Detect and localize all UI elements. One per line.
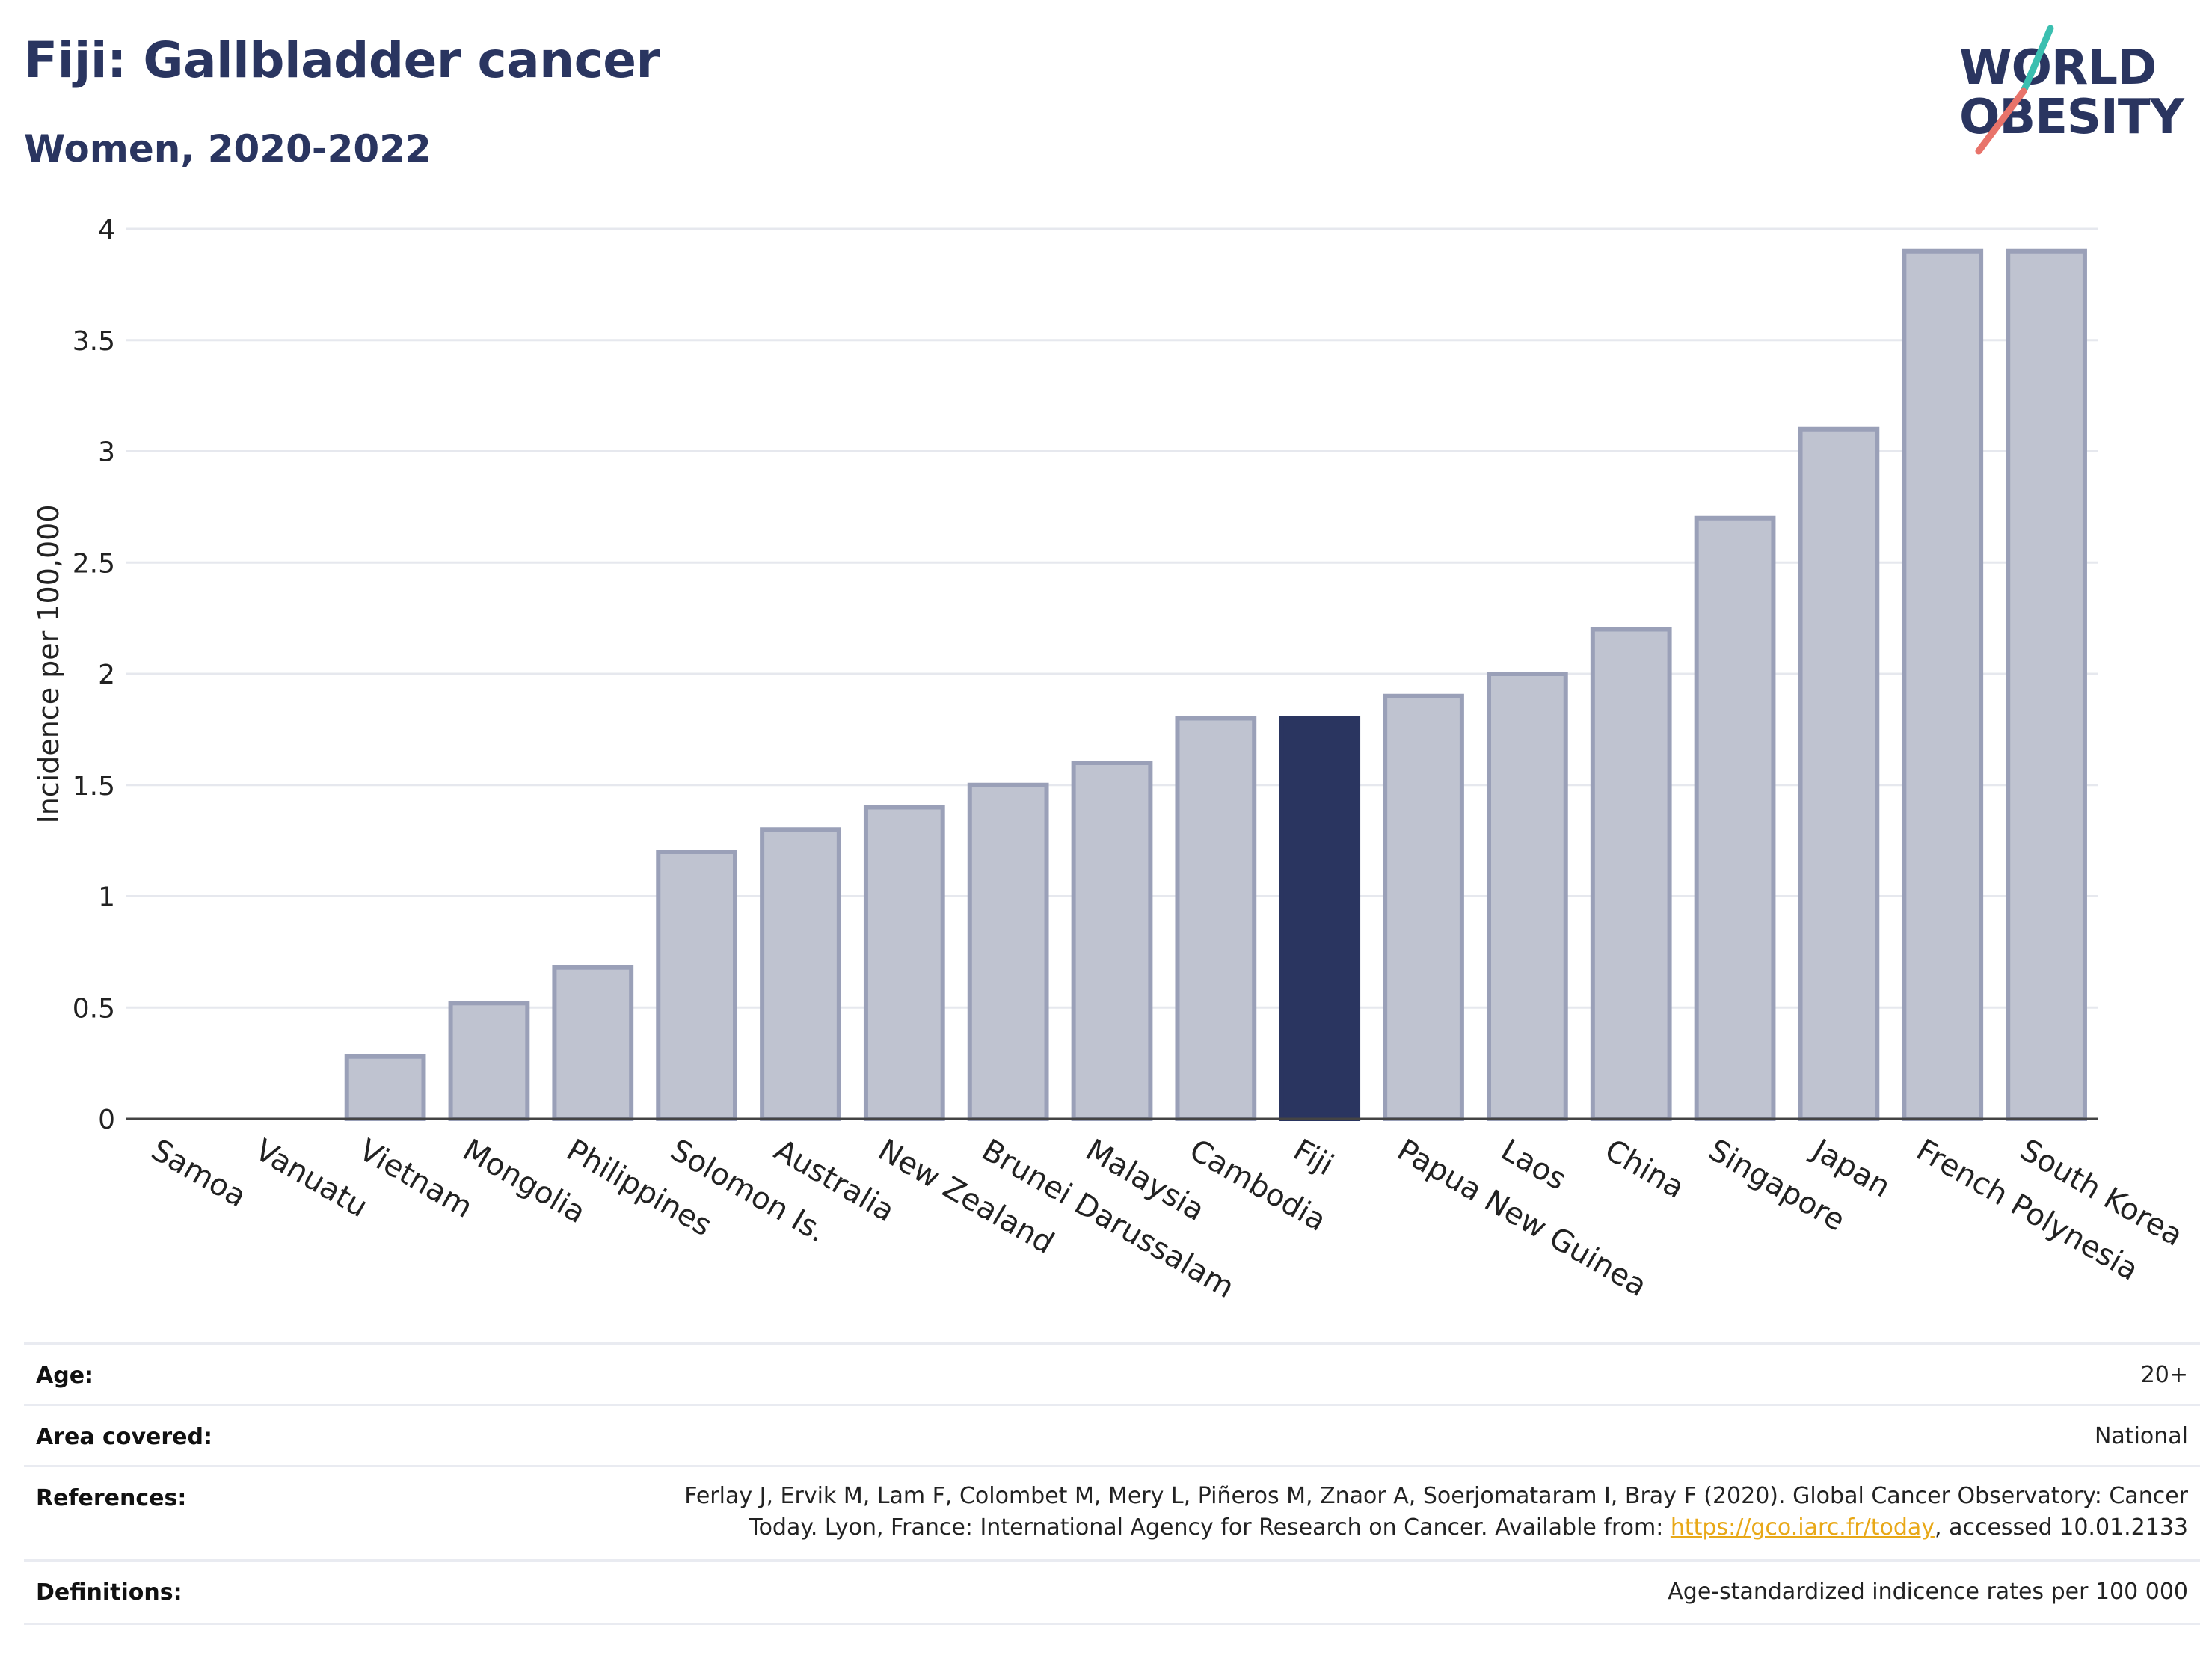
bar-fiji [1279,716,1361,1121]
x-tick-label: China [1599,1133,1690,1206]
x-tick-label: Samoa [145,1133,251,1215]
footer-row-definitions: Definitions: Age-standardized indicence … [24,1559,2200,1625]
y-tick-label: 0 [98,1105,115,1135]
bar-vietnam [344,1054,426,1121]
x-tick-label: New Zealand [872,1133,1060,1261]
x-tick-label: Fiji [1288,1133,1339,1183]
y-tick-label: 1 [98,882,115,913]
y-tick-label: 3 [98,437,115,468]
bar-brunei-darussalam [967,782,1049,1121]
bar-china [1590,627,1672,1121]
bars [344,248,2087,1122]
y-tick-label: 2.5 [73,548,115,579]
area-covered-label: Area covered: [36,1424,212,1450]
logo-text-world: WORLD [1959,40,2156,96]
footer-row-references: References: Ferlay J, Ervik M, Lam F, Co… [24,1465,2200,1562]
bar-cambodia [1175,716,1257,1121]
bar-japan [1798,426,1880,1121]
world-obesity-logo: WORLD OBESITY [1959,25,2185,155]
logo-text-obesity: OBESITY [1959,90,2184,145]
bar-laos [1486,672,1568,1121]
x-tick-label: Vanuatu [249,1133,373,1224]
x-tick-label: Vietnam [353,1133,478,1225]
y-axis-label: Incidence per 100,000 [32,504,65,823]
bar-papua-new-guinea [1383,693,1464,1121]
bar-french-polynesia [1902,248,1984,1121]
chart-title: Fiji: Gallbladder cancer [24,31,660,89]
bar-solomon-is [656,850,738,1121]
y-tick-label: 0.5 [73,993,115,1024]
bar-new-zealand [863,805,945,1121]
area-covered-value: National [2094,1423,2188,1449]
references-link[interactable]: https://gco.iarc.fr/today [1670,1514,1935,1541]
definitions-value: Age-standardized indicence rates per 100… [1668,1579,2188,1605]
bar-singapore [1694,515,1776,1121]
age-value: 20+ [2140,1362,2188,1388]
references-value: Ferlay J, Ervik M, Lam F, Colombet M, Me… [684,1481,2188,1544]
references-line-1: Ferlay J, Ervik M, Lam F, Colombet M, Me… [684,1483,2188,1509]
chart-subtitle: Women, 2020-2022 [24,127,431,171]
references-label: References: [36,1485,187,1511]
info-table: Age: 20+ Area covered: National Referenc… [24,1342,2200,1642]
logo-slash-bottom [1975,87,2027,155]
bar-australia [760,827,841,1121]
footer-row-age: Age: 20+ [24,1342,2200,1406]
footer-row-area: Area covered: National [24,1404,2200,1467]
bar-chart: 00.511.522.533.54 Incidence per 100,000 … [32,215,2188,1305]
references-line-2: Today. Lyon, France: International Agenc… [684,1512,2188,1544]
definitions-label: Definitions: [36,1579,182,1606]
bar-south-korea [2006,248,2087,1121]
y-tick-label: 4 [98,215,115,245]
references-accessed: , accessed 10.01.2133 [1935,1514,2188,1541]
age-label: Age: [36,1363,94,1389]
x-tick-labels: SamoaVanuatuVietnamMongoliaPhilippinesSo… [145,1132,2188,1305]
y-tick-label: 3.5 [73,326,115,357]
references-line-2-text: Today. Lyon, France: International Agenc… [749,1514,1671,1541]
y-tick-label: 2 [98,660,115,690]
bar-malaysia [1071,761,1153,1121]
bar-mongolia [448,1001,530,1122]
y-tick-label: 1.5 [73,771,115,802]
bar-philippines [552,965,634,1121]
logo-slash-top [2020,25,2054,95]
x-tick-label: Laos [1495,1133,1572,1197]
y-tick-labels: 0 0.5 1 1.5 2 2.5 3 3.5 4 [73,215,115,1135]
